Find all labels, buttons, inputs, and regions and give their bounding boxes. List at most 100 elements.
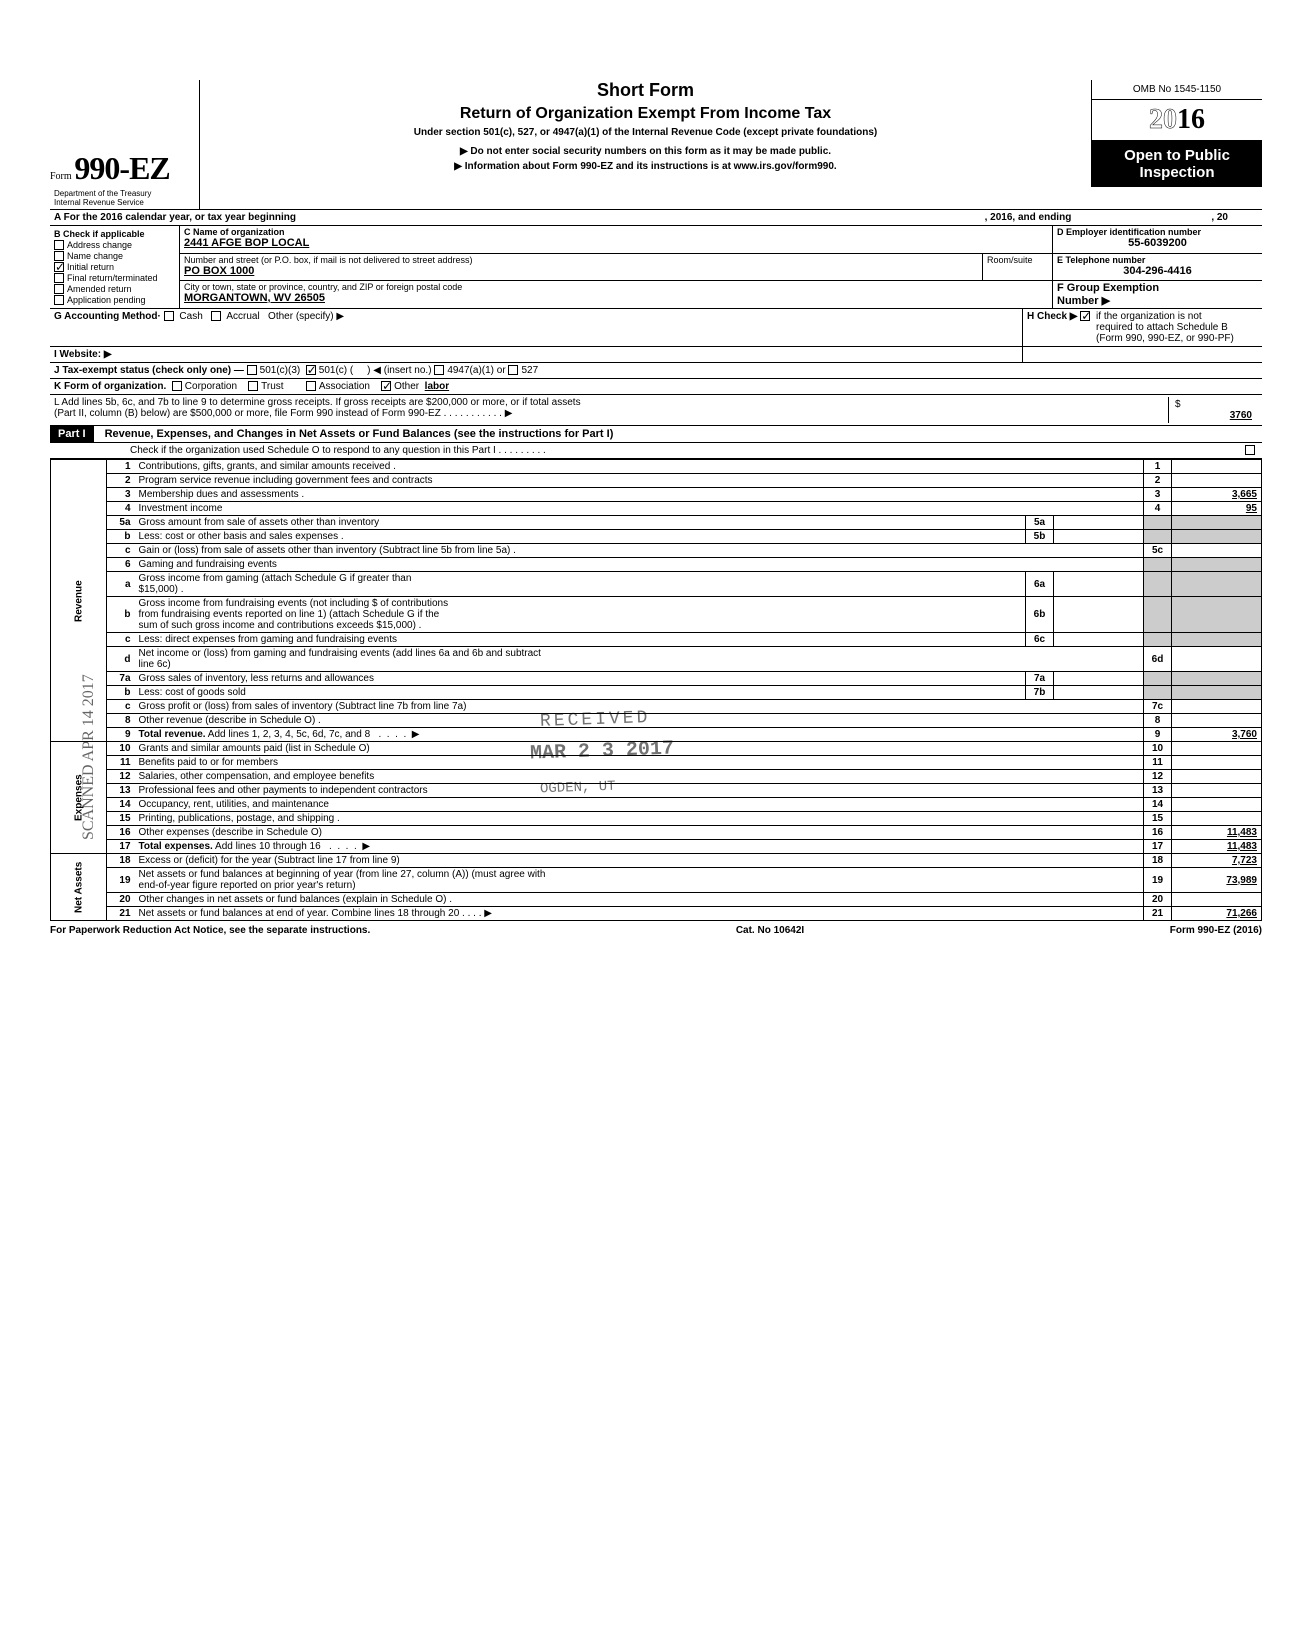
line-col-number: 10 — [1144, 742, 1172, 756]
check-final[interactable] — [54, 273, 64, 283]
inner-line-number: 5a — [1026, 516, 1054, 530]
table-row: 5aGross amount from sale of assets other… — [51, 516, 1262, 530]
501c3-label: 501(c)(3) — [260, 365, 301, 376]
check-trust[interactable] — [248, 381, 258, 391]
tax-year: 2016 — [1092, 100, 1262, 141]
check-assoc[interactable] — [306, 381, 316, 391]
year-suffix: 16 — [1177, 104, 1205, 135]
check-address-label: Address change — [67, 240, 132, 250]
open-to-public: Open to Public Inspection — [1092, 141, 1262, 187]
line-number: c — [107, 700, 135, 714]
line-col-number: 16 — [1144, 826, 1172, 840]
line-description: Grants and similar amounts paid (list in… — [135, 742, 1144, 756]
addr-label: Number and street (or P.O. box, if mail … — [184, 255, 978, 265]
line-value — [1172, 893, 1262, 907]
line-description: Printing, publications, postage, and shi… — [135, 812, 1144, 826]
inner-value — [1054, 686, 1144, 700]
line-number: 21 — [107, 907, 135, 921]
table-row: bGross income from fundraising events (n… — [51, 597, 1262, 633]
footer-left: For Paperwork Reduction Act Notice, see … — [50, 925, 370, 936]
inner-line-number: 6a — [1026, 572, 1054, 597]
line-description: Other changes in net assets or fund bala… — [135, 893, 1144, 907]
scanned-stamp: SCANNED APR 14 2017 — [80, 674, 98, 840]
line-col-number: 9 — [1144, 728, 1172, 742]
org-name: 2441 AFGE BOP LOCAL — [184, 237, 1048, 249]
line-col-number: 3 — [1144, 488, 1172, 502]
other-org-label: Other — [394, 381, 419, 392]
k-other-value: labor — [425, 381, 449, 392]
line-col-number: 5c — [1144, 544, 1172, 558]
check-501c[interactable] — [306, 365, 316, 375]
table-row: 19Net assets or fund balances at beginni… — [51, 868, 1262, 893]
line-description: Less: direct expenses from gaming and fu… — [135, 633, 1026, 647]
check-schedule-b[interactable] — [1080, 311, 1090, 321]
check-501c3[interactable] — [247, 365, 257, 375]
table-row: Revenue1Contributions, gifts, grants, an… — [51, 460, 1262, 474]
table-row: 4Investment income495 — [51, 502, 1262, 516]
table-row: 11Benefits paid to or for members11 — [51, 756, 1262, 770]
part-i-title: Revenue, Expenses, and Changes in Net As… — [97, 428, 614, 440]
line-number: 20 — [107, 893, 135, 907]
line-col-number: 8 — [1144, 714, 1172, 728]
line-col-number: 14 — [1144, 798, 1172, 812]
501c-label: 501(c) ( — [319, 365, 353, 376]
check-527[interactable] — [508, 365, 518, 375]
line-col-number: 21 — [1144, 907, 1172, 921]
check-amended[interactable] — [54, 284, 64, 294]
check-4947[interactable] — [434, 365, 444, 375]
table-row: 3Membership dues and assessments .33,665 — [51, 488, 1262, 502]
h-label: H Check ▶ — [1027, 311, 1077, 322]
line-description: Professional fees and other payments to … — [135, 784, 1144, 798]
check-corp[interactable] — [172, 381, 182, 391]
shaded-cell — [1172, 530, 1262, 544]
shaded-cell — [1172, 686, 1262, 700]
shaded-cell — [1144, 558, 1172, 572]
line-number: b — [107, 597, 135, 633]
line-value — [1172, 756, 1262, 770]
form-label: Form — [50, 171, 72, 182]
check-accrual[interactable] — [211, 311, 221, 321]
line-value: 71,266 — [1172, 907, 1262, 921]
dept-treasury: Department of the Treasury Internal Reve… — [50, 187, 200, 209]
check-schedule-o[interactable] — [1245, 445, 1255, 455]
form-number: 990-EZ — [74, 150, 169, 186]
check-cash[interactable] — [164, 311, 174, 321]
line-number: 6 — [107, 558, 135, 572]
table-row: 14Occupancy, rent, utilities, and mainte… — [51, 798, 1262, 812]
line-number: 12 — [107, 770, 135, 784]
table-row: 8Other revenue (describe in Schedule O) … — [51, 714, 1262, 728]
table-row: cLess: direct expenses from gaming and f… — [51, 633, 1262, 647]
table-row: bLess: cost of goods sold7b — [51, 686, 1262, 700]
check-other-org[interactable] — [381, 381, 391, 391]
line-number: 13 — [107, 784, 135, 798]
line-value — [1172, 460, 1262, 474]
line-value — [1172, 784, 1262, 798]
check-pending[interactable] — [54, 295, 64, 305]
table-row: 9Total revenue. Add lines 1, 2, 3, 4, 5c… — [51, 728, 1262, 742]
line-value — [1172, 798, 1262, 812]
d-label: D Employer identification number — [1057, 227, 1258, 237]
city-label: City or town, state or province, country… — [184, 282, 1048, 292]
shaded-cell — [1144, 686, 1172, 700]
line-col-number: 4 — [1144, 502, 1172, 516]
info-line: ▶ Information about Form 990-EZ and its … — [208, 161, 1083, 172]
line-value — [1172, 474, 1262, 488]
inner-line-number: 6b — [1026, 597, 1054, 633]
check-final-label: Final return/terminated — [67, 273, 158, 283]
line-description: Total expenses. Add lines 10 through 16 … — [135, 840, 1144, 854]
line-number: 9 — [107, 728, 135, 742]
section-b-checks: B Check if applicable Address change Nam… — [50, 226, 180, 308]
table-row: aGross income from gaming (attach Schedu… — [51, 572, 1262, 597]
line-description: Gross income from gaming (attach Schedul… — [135, 572, 1026, 597]
check-pending-label: Application pending — [67, 295, 146, 305]
line-number: 15 — [107, 812, 135, 826]
side-label: Expenses — [51, 742, 107, 854]
check-address[interactable] — [54, 240, 64, 250]
line-value — [1172, 770, 1262, 784]
table-row: 6Gaming and fundraising events — [51, 558, 1262, 572]
check-initial[interactable] — [54, 262, 64, 272]
line-description: Other revenue (describe in Schedule O) . — [135, 714, 1144, 728]
line-value: 3,665 — [1172, 488, 1262, 502]
h-text: if the organization is not required to a… — [1096, 311, 1234, 344]
table-row: bLess: cost or other basis and sales exp… — [51, 530, 1262, 544]
